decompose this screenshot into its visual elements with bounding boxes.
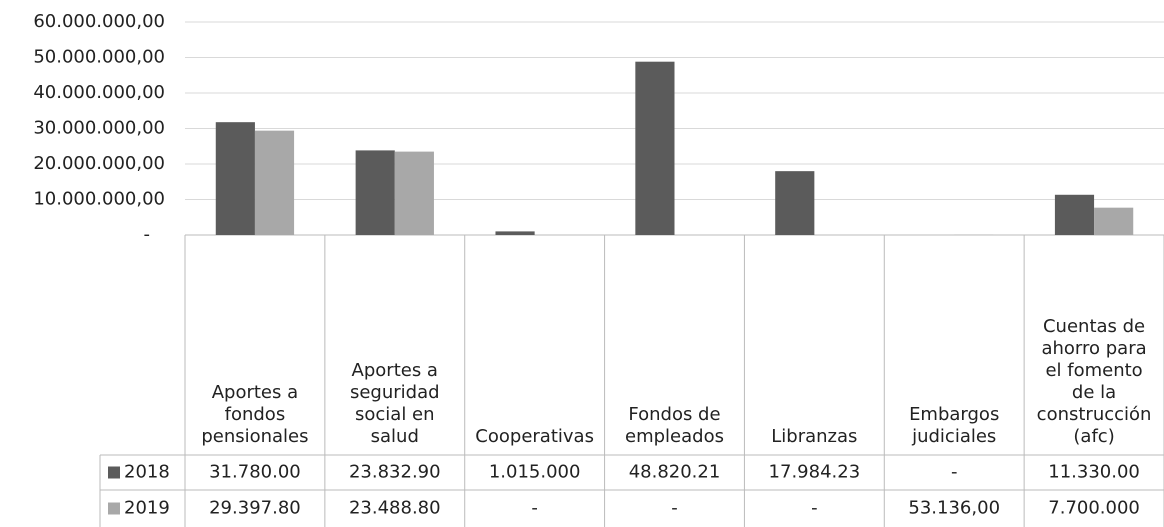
data-label: 7.700.000 <box>1048 498 1140 519</box>
bar <box>254 130 295 235</box>
data-label: - <box>951 462 958 483</box>
bar <box>1094 207 1134 235</box>
data-label: 48.820.21 <box>629 462 721 483</box>
x-tick-label: Aportes a fondos pensionales <box>201 382 309 447</box>
y-tick-label: 50.000.000,00 <box>33 47 165 68</box>
legend-label: 2019 <box>124 498 170 519</box>
data-label: 31.780.00 <box>209 462 301 483</box>
data-label: 23.488.80 <box>349 498 441 519</box>
data-label: 29.397.80 <box>209 498 301 519</box>
data-label: - <box>811 498 818 519</box>
data-label: 17.984.23 <box>769 462 861 483</box>
y-tick-label: 30.000.000,00 <box>33 118 165 139</box>
data-label: - <box>671 498 678 519</box>
bar <box>215 122 255 235</box>
x-tick-label: Aportes a seguridad social en salud <box>349 360 440 447</box>
y-tick-label: 10.000.000,00 <box>33 189 165 210</box>
x-tick-label: Embargos judiciales <box>909 404 1000 447</box>
x-tick-label: Cooperativas <box>475 426 594 447</box>
legend-swatch <box>108 466 120 479</box>
data-label: 23.832.90 <box>349 462 441 483</box>
y-tick-label: 20.000.000,00 <box>33 153 165 174</box>
bar <box>1054 194 1095 235</box>
bar <box>495 231 535 235</box>
data-label: - <box>531 498 538 519</box>
legend-swatch <box>108 502 120 515</box>
y-tick-label: 60.000.000,00 <box>33 11 165 32</box>
legend-label: 2018 <box>124 462 170 483</box>
x-tick-label: Cuentas de ahorro para el fomento de la … <box>1036 316 1152 447</box>
bar <box>635 61 675 235</box>
bar <box>355 150 395 235</box>
y-tick-label: - <box>144 224 151 245</box>
data-label: 53.136,00 <box>908 498 1000 519</box>
data-label: 1.015.000 <box>489 462 581 483</box>
data-label: 11.330.00 <box>1048 462 1140 483</box>
bar <box>394 151 434 235</box>
bar <box>775 171 815 235</box>
y-tick-label: 40.000.000,00 <box>33 82 165 103</box>
x-tick-label: Fondos de empleados <box>625 404 724 447</box>
x-tick-label: Libranzas <box>771 426 858 447</box>
